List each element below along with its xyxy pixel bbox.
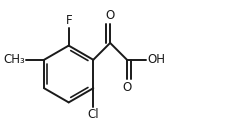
Text: CH₃: CH₃ [3,53,25,66]
Text: OH: OH [147,53,164,66]
Text: F: F [65,14,72,27]
Text: O: O [122,81,131,94]
Text: Cl: Cl [87,108,99,121]
Text: O: O [105,9,114,22]
